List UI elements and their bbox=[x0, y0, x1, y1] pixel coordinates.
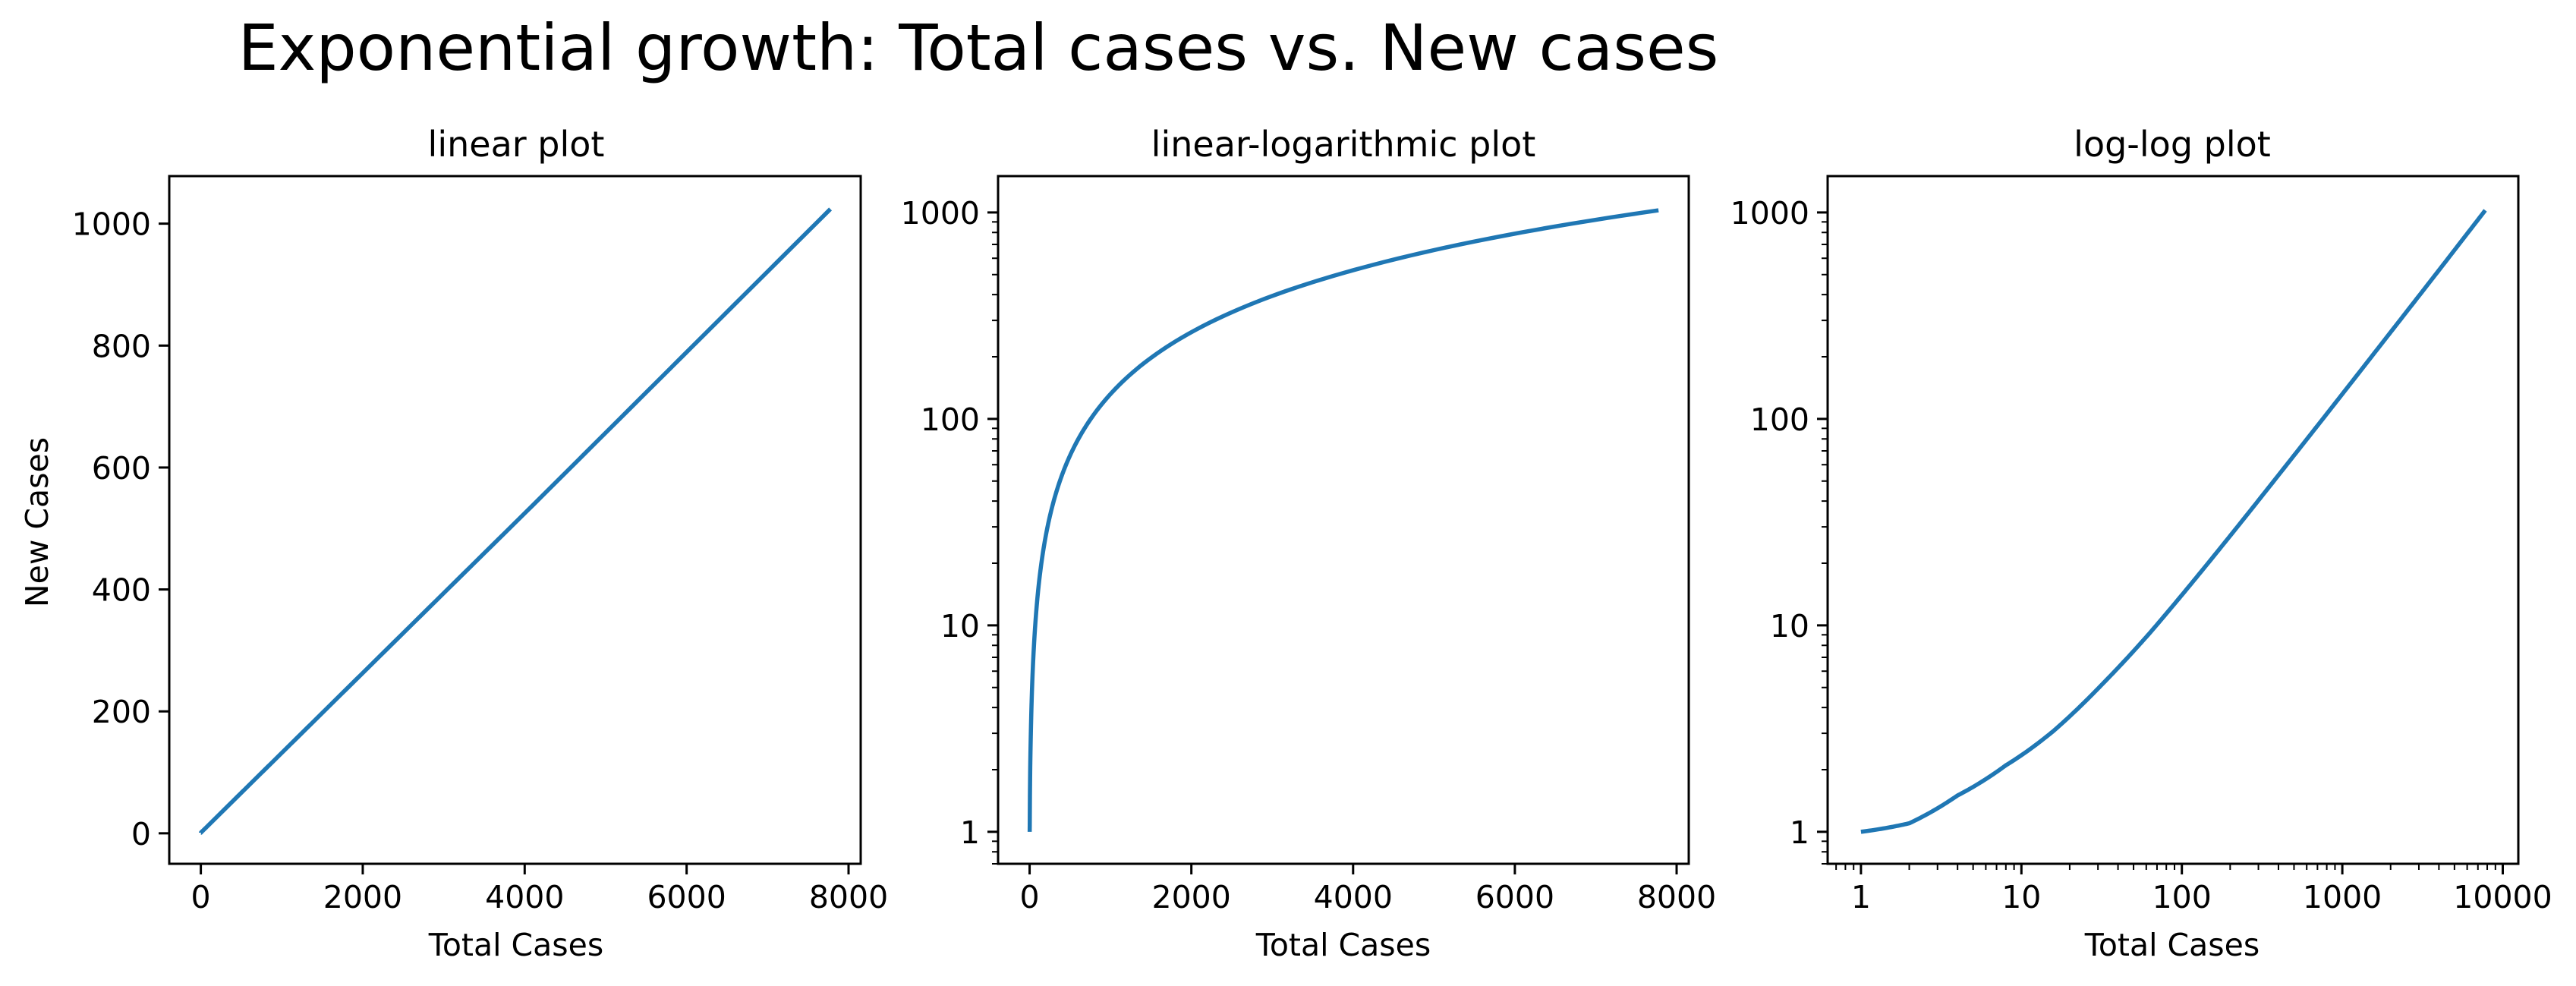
linear-logarithmic-plot-xtick-label: 4000 bbox=[1314, 879, 1393, 915]
log-log-plot-series-line bbox=[1860, 209, 2487, 834]
linear-plot-ytick-label: 1000 bbox=[72, 206, 151, 243]
linear-logarithmic-plot-xtick-label: 2000 bbox=[1152, 879, 1231, 915]
linear-logarithmic-plot-series-line bbox=[1027, 208, 1659, 834]
linear-plot-xtick-label: 6000 bbox=[647, 879, 726, 915]
linear-plot-xlabel: Total Cases bbox=[428, 927, 604, 963]
figure-title: Exponential growth: Total cases vs. New … bbox=[238, 11, 1719, 85]
log-log-plot-ticks: 1 10 100 1000 10000 1 10 100 1000 bbox=[1730, 195, 2552, 915]
linear-plot-series-line bbox=[198, 207, 833, 835]
linear-plot-xtick-label: 8000 bbox=[809, 879, 888, 915]
linear-plot-xtick-label: 4000 bbox=[485, 879, 564, 915]
log-log-plot-xlabel: Total Cases bbox=[2084, 927, 2260, 963]
linear-plot-xtick-label: 0 bbox=[191, 879, 211, 915]
linear-logarithmic-plot-ytick-label: 1000 bbox=[901, 195, 980, 232]
log-log-plot-xtick-label: 100 bbox=[2152, 879, 2212, 915]
log-log-plot-xtick-label: 1000 bbox=[2303, 879, 2382, 915]
log-log-plot-ytick-label: 1000 bbox=[1730, 195, 1809, 232]
log-log-plot-ytick-label: 10 bbox=[1770, 608, 1809, 644]
linear-logarithmic-plot-xtick-label: 0 bbox=[1020, 879, 1040, 915]
linear-logarithmic-plot-ticks: 0 2000 4000 6000 8000 1 10 100 1000 bbox=[901, 195, 1717, 915]
linear-logarithmic-plot-xlabel: Total Cases bbox=[1255, 927, 1431, 963]
log-log-plot-panel: log-log plot 1 10 100 1000 10000 1 10 100 1000 T… bbox=[1730, 124, 2552, 963]
log-log-plot-axes-frame bbox=[1826, 175, 2520, 865]
linear-logarithmic-plot-title: linear-logarithmic plot bbox=[1151, 124, 1536, 165]
linear-plot-axes-frame bbox=[168, 175, 862, 865]
log-log-plot-ytick-label: 100 bbox=[1750, 402, 1809, 438]
log-log-plot-xtick-label: 10000 bbox=[2453, 879, 2552, 915]
linear-logarithmic-plot-xtick-label: 8000 bbox=[1637, 879, 1716, 915]
linear-logarithmic-plot-axes-frame bbox=[997, 175, 1690, 865]
linear-plot-ylabel: New Cases bbox=[19, 437, 55, 607]
linear-logarithmic-plot-ytick-label: 100 bbox=[921, 402, 980, 438]
linear-plot-ytick-label: 400 bbox=[92, 572, 151, 609]
linear-plot-ytick-label: 600 bbox=[92, 450, 151, 487]
log-log-plot-xtick-label: 1 bbox=[1851, 879, 1871, 915]
log-log-plot-ytick-label: 1 bbox=[1790, 814, 1809, 851]
linear-plot-title: linear plot bbox=[428, 124, 605, 165]
log-log-plot-xtick-label: 10 bbox=[2001, 879, 2041, 915]
linear-plot-ytick-label: 0 bbox=[131, 816, 151, 852]
linear-plot-ytick-label: 800 bbox=[92, 328, 151, 364]
linear-logarithmic-plot-xtick-label: 6000 bbox=[1475, 879, 1554, 915]
linear-plot-panel: linear plot 0 2000 4000 6000 8000 0 200 400 600 8… bbox=[19, 124, 888, 963]
linear-plot-xtick-label: 2000 bbox=[323, 879, 402, 915]
log-log-plot-title: log-log plot bbox=[2074, 124, 2271, 165]
linear-logarithmic-plot-ytick-label: 10 bbox=[940, 608, 980, 644]
linear-logarithmic-plot-ytick-label: 1 bbox=[960, 814, 980, 851]
linear-plot-ytick-label: 200 bbox=[92, 694, 151, 730]
linear-plot-ticks: 0 2000 4000 6000 8000 0 200 400 600 800 1000 bbox=[72, 206, 889, 915]
linear-logarithmic-plot-panel: linear-logarithmic plot 0 2000 4000 6000 800… bbox=[901, 124, 1717, 963]
